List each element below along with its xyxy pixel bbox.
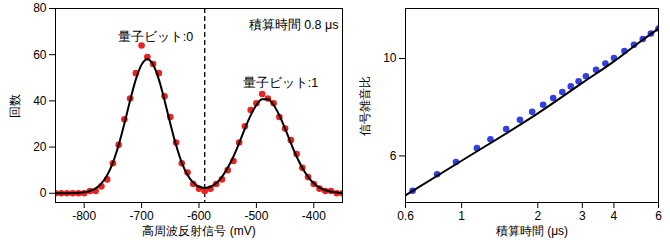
svg-text:1: 1 bbox=[458, 209, 465, 223]
svg-text:量子ビット:1: 量子ビット:1 bbox=[243, 76, 318, 90]
svg-text:-700: -700 bbox=[130, 209, 154, 223]
svg-text:3: 3 bbox=[579, 209, 586, 223]
svg-text:-600: -600 bbox=[187, 209, 211, 223]
svg-text:積算時間 (μs): 積算時間 (μs) bbox=[496, 224, 568, 238]
svg-text:高周波反射信号 (mV): 高周波反射信号 (mV) bbox=[142, 224, 255, 238]
svg-text:積算時間 0.8 μs: 積算時間 0.8 μs bbox=[249, 18, 339, 32]
svg-text:-400: -400 bbox=[302, 209, 326, 223]
svg-text:6: 6 bbox=[390, 149, 397, 163]
svg-text:0: 0 bbox=[40, 186, 47, 200]
svg-text:-800: -800 bbox=[72, 209, 96, 223]
svg-text:回数: 回数 bbox=[8, 94, 22, 118]
svg-text:6: 6 bbox=[655, 209, 662, 223]
svg-text:0.6: 0.6 bbox=[397, 209, 414, 223]
svg-text:10: 10 bbox=[383, 51, 397, 65]
svg-text:2: 2 bbox=[534, 209, 541, 223]
svg-text:量子ビット:0: 量子ビット:0 bbox=[118, 30, 193, 44]
svg-text:60: 60 bbox=[33, 48, 47, 62]
svg-text:80: 80 bbox=[33, 1, 47, 15]
svg-text:信号雑音比: 信号雑音比 bbox=[358, 76, 372, 136]
svg-text:4: 4 bbox=[611, 209, 618, 223]
svg-text:-500: -500 bbox=[244, 209, 268, 223]
svg-text:40: 40 bbox=[33, 94, 47, 108]
svg-text:20: 20 bbox=[33, 140, 47, 154]
